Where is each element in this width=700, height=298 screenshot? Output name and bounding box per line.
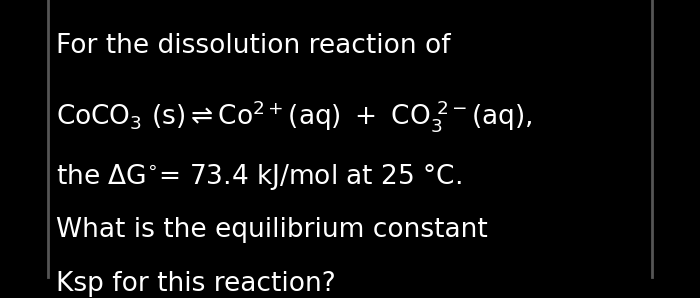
Text: Ksp for this reaction?: Ksp for this reaction?: [56, 271, 336, 297]
Text: For the dissolution reaction of: For the dissolution reaction of: [56, 33, 451, 59]
Text: $\mathrm{CoCO_3\ (s) \rightleftharpoons Co^{2+}(aq)\ +\ CO_3^{\ 2-}(aq),}$: $\mathrm{CoCO_3\ (s) \rightleftharpoons …: [56, 98, 533, 134]
Text: the $\mathrm{\Delta G^{\circ}}$= 73.4 kJ/mol at 25 °C.: the $\mathrm{\Delta G^{\circ}}$= 73.4 kJ…: [56, 162, 462, 192]
Text: What is the equilibrium constant: What is the equilibrium constant: [56, 217, 488, 243]
